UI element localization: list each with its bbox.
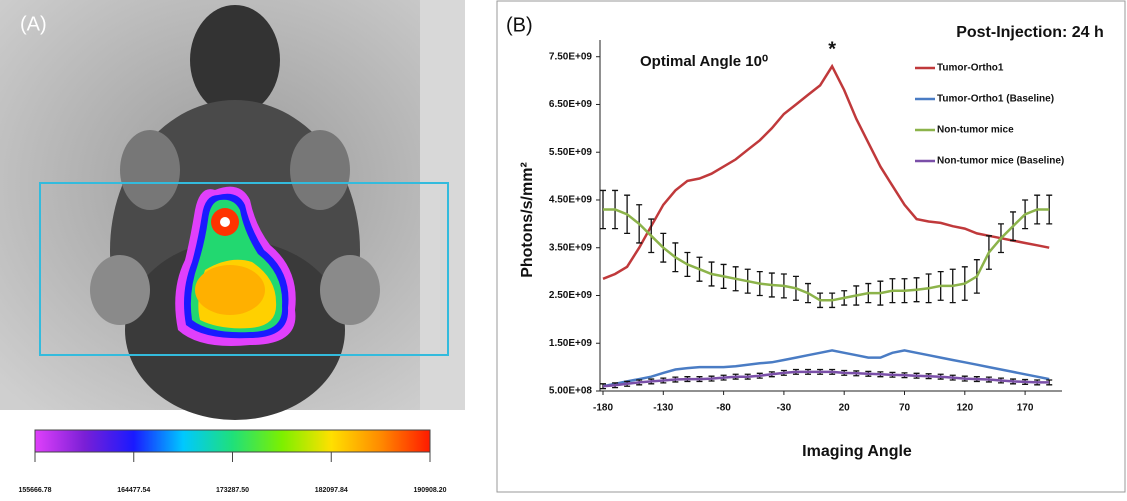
mouse-paw — [320, 255, 380, 325]
x-tick-label: 120 — [956, 403, 973, 414]
signal-peak — [220, 217, 230, 227]
error-bar — [600, 383, 606, 390]
x-tick-label: 170 — [1017, 403, 1034, 414]
roi-box — [39, 182, 449, 356]
x-axis-label: Imaging Angle — [802, 443, 912, 460]
colorbar-tick-label: 164477.54 — [117, 487, 150, 494]
y-tick-label: 3.50E+09 — [549, 242, 593, 253]
y-axis-label: Photons/s/mm² — [519, 162, 536, 278]
x-tick-label: 20 — [839, 403, 851, 414]
legend-label: Tumor-Ortho1 (Baseline) — [937, 94, 1054, 105]
colorbar-tick-label: 182097.84 — [315, 487, 348, 494]
legend-label: Tumor-Ortho1 — [937, 63, 1004, 74]
series-line — [602, 63, 1050, 280]
chart-title: Post-Injection: 24 h — [956, 24, 1104, 41]
colorbar-tick-label: 155666.78 — [18, 487, 51, 494]
mouse-paw — [90, 255, 150, 325]
x-tick-label: -130 — [653, 403, 673, 414]
colorbar-tick-label: 173287.50 — [216, 487, 249, 494]
y-tick-label: 2.50E+09 — [549, 290, 593, 301]
panel-b-frame — [496, 0, 1126, 493]
x-tick-label: -30 — [777, 403, 792, 414]
error-bar — [1046, 379, 1053, 386]
colorbar-tick-label: 190908.20 — [413, 487, 446, 494]
y-tick-label: 7.50E+09 — [549, 51, 593, 62]
annotation: Optimal Angle 10⁰ — [640, 53, 768, 70]
series-line — [603, 208, 1050, 302]
x-tick-label: -180 — [593, 403, 613, 414]
legend-label: Non-tumor mice (Baseline) — [937, 156, 1064, 167]
signal-core — [195, 265, 265, 315]
panel-label: (B) — [506, 14, 533, 36]
peak-marker: * — [828, 39, 836, 61]
y-tick-label: 5.50E+09 — [549, 147, 593, 158]
panel-a: (A) — [0, 0, 465, 453]
panel-label: (A) — [20, 13, 47, 35]
mouse-shoulder — [290, 130, 350, 210]
series-line — [602, 349, 1050, 388]
x-tick-label: 70 — [899, 403, 911, 414]
y-tick-label: 5.00E+08 — [549, 386, 593, 397]
mouse-shoulder — [120, 130, 180, 210]
series-line — [602, 370, 1050, 388]
mouse-head — [190, 5, 280, 115]
x-tick-label: -80 — [716, 403, 731, 414]
y-tick-label: 4.50E+09 — [549, 195, 593, 206]
y-tick-label: 1.50E+09 — [549, 338, 593, 349]
y-tick-label: 6.50E+09 — [549, 99, 593, 110]
colorbar — [34, 429, 431, 453]
legend-label: Non-tumor mice — [937, 125, 1014, 136]
error-bar — [1046, 194, 1053, 225]
image-edge — [420, 0, 465, 410]
